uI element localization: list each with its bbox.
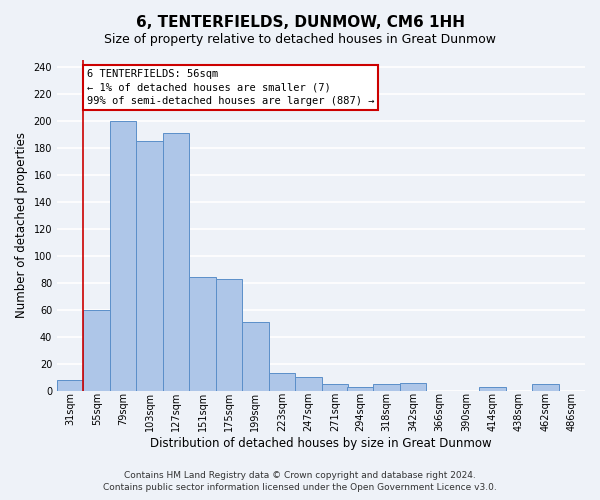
Bar: [479, 386, 506, 390]
Bar: [269, 373, 295, 390]
Bar: [295, 377, 322, 390]
Text: 6 TENTERFIELDS: 56sqm
← 1% of detached houses are smaller (7)
99% of semi-detach: 6 TENTERFIELDS: 56sqm ← 1% of detached h…: [87, 70, 374, 106]
Bar: [163, 133, 190, 390]
Bar: [322, 384, 348, 390]
Bar: [110, 120, 136, 390]
Bar: [83, 310, 110, 390]
Y-axis label: Number of detached properties: Number of detached properties: [15, 132, 28, 318]
Bar: [400, 382, 426, 390]
Text: Size of property relative to detached houses in Great Dunmow: Size of property relative to detached ho…: [104, 32, 496, 46]
Bar: [532, 384, 559, 390]
Text: Contains HM Land Registry data © Crown copyright and database right 2024.
Contai: Contains HM Land Registry data © Crown c…: [103, 471, 497, 492]
Bar: [136, 141, 163, 390]
Bar: [57, 380, 83, 390]
Bar: [347, 386, 373, 390]
Bar: [190, 278, 216, 390]
Bar: [585, 388, 600, 390]
Bar: [216, 278, 242, 390]
Bar: [373, 384, 400, 390]
X-axis label: Distribution of detached houses by size in Great Dunmow: Distribution of detached houses by size …: [150, 437, 492, 450]
Bar: [242, 322, 269, 390]
Text: 6, TENTERFIELDS, DUNMOW, CM6 1HH: 6, TENTERFIELDS, DUNMOW, CM6 1HH: [136, 15, 464, 30]
